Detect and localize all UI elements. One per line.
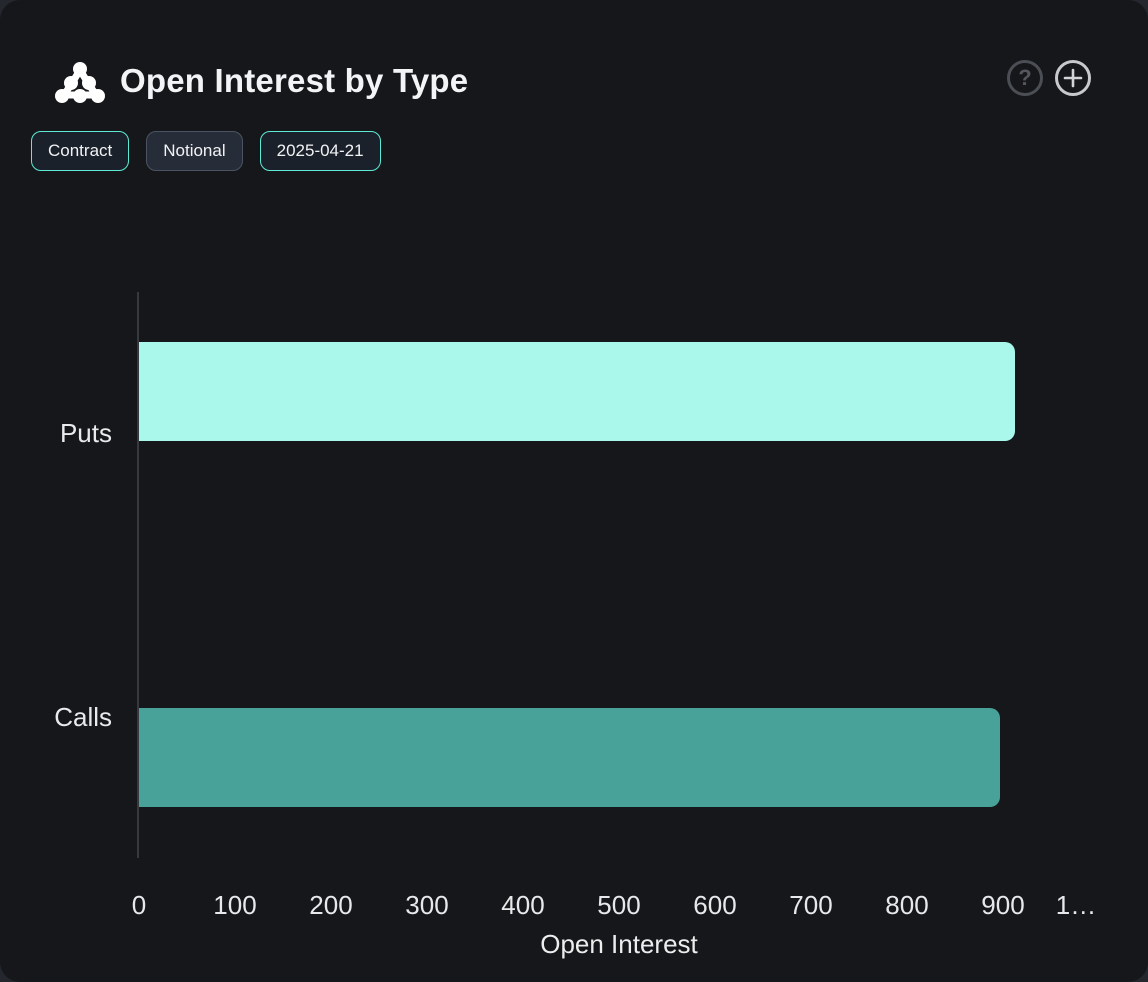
plus-icon [1063,68,1083,88]
add-button[interactable] [1055,60,1091,96]
y-axis-line [137,292,139,858]
cluster-pyramid-icon [54,60,106,104]
chip-date[interactable]: 2025-04-21 [259,131,381,171]
x-tick-label: 0 [131,890,147,920]
card-header: Open Interest by Type ? [0,0,1148,120]
x-tick-label: 200 [309,890,353,920]
x-tick-label: 700 [789,890,833,920]
chip-contract[interactable]: Contract [31,131,130,171]
x-tick-label: 400 [501,890,545,920]
page-title: Open Interest by Type [120,62,469,99]
question-mark-icon: ? [1018,65,1032,90]
x-tick-label: 300 [405,890,449,920]
help-button[interactable]: ? [1007,60,1043,96]
bar-calls[interactable] [139,708,1000,807]
x-tick-label: 100 [213,890,257,920]
x-tick-label: 600 [693,890,737,920]
chip-notional[interactable]: Notional [146,131,243,171]
x-tick-label: 800 [885,890,929,920]
x-tick-label: 900 [981,890,1025,920]
category-label-calls: Calls [54,702,112,732]
bar-puts[interactable] [139,342,1015,441]
toolbar-chips: Contract Notional 2025-04-21 [31,131,381,171]
x-tick-label: 500 [597,890,641,920]
category-label-puts: Puts [59,418,112,448]
x-tick-label: 1… [1055,890,1097,920]
x-axis-title: Open Interest [540,929,698,959]
